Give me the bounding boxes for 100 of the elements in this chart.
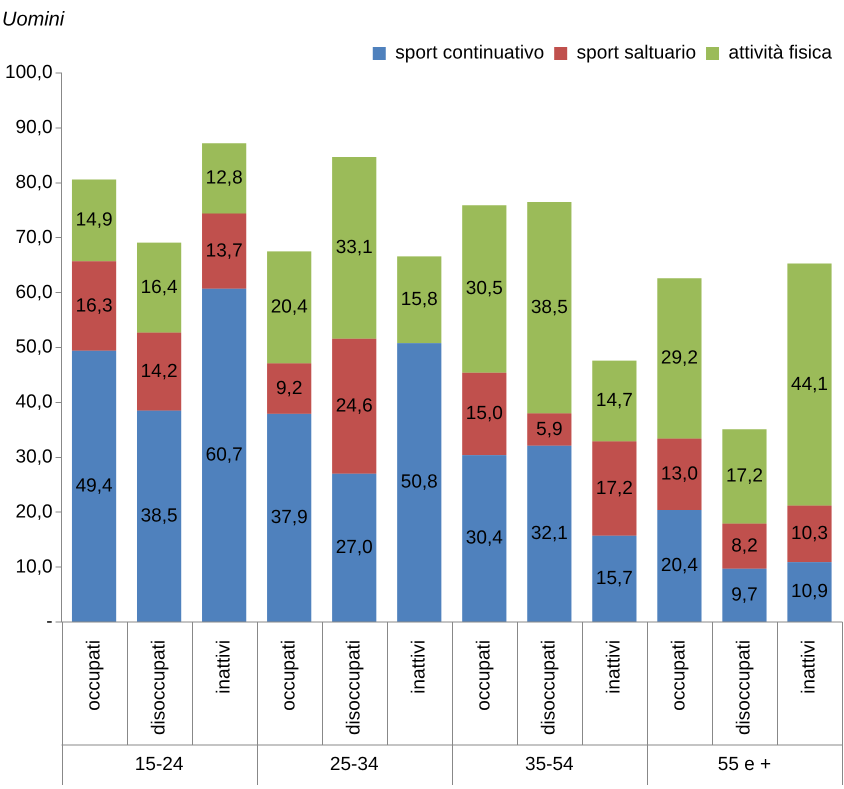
data-label: 12,8 bbox=[206, 168, 243, 189]
bar bbox=[332, 474, 376, 622]
bar bbox=[267, 251, 312, 364]
bar bbox=[136, 332, 182, 411]
data-label: 10,3 bbox=[790, 523, 828, 544]
x-tick-label: inattivi bbox=[408, 640, 430, 694]
data-label: 27,0 bbox=[336, 536, 373, 558]
data-label: 10,9 bbox=[790, 581, 828, 602]
data-label: 20,4 bbox=[270, 296, 308, 318]
data-label: 44,1 bbox=[790, 374, 828, 395]
bar bbox=[267, 414, 312, 622]
bar bbox=[592, 360, 636, 442]
bar bbox=[72, 179, 116, 262]
data-label: 16,3 bbox=[76, 295, 113, 316]
data-label: 37,9 bbox=[270, 506, 308, 528]
bar bbox=[397, 343, 442, 622]
x-tick-label: disoccupati bbox=[734, 640, 755, 736]
bar bbox=[657, 438, 702, 510]
data-label: 13,7 bbox=[206, 240, 243, 262]
legend-label: sport saltuario bbox=[576, 42, 696, 64]
bar bbox=[462, 455, 506, 622]
y-tick-label: 80,0 bbox=[16, 172, 53, 194]
legend-label: sport continuativo bbox=[395, 42, 544, 64]
bar bbox=[332, 338, 376, 474]
bar bbox=[527, 446, 572, 622]
data-label: 5,9 bbox=[536, 418, 563, 440]
data-label: 9,7 bbox=[731, 584, 758, 606]
legend-label: attività fisica bbox=[728, 42, 832, 64]
x-tick-label: disoccupati bbox=[148, 640, 170, 736]
bar bbox=[136, 242, 182, 333]
data-label: 30,5 bbox=[466, 278, 503, 300]
data-label: 9,2 bbox=[276, 378, 302, 399]
data-label: 38,5 bbox=[140, 505, 178, 526]
data-label: 16,4 bbox=[140, 276, 178, 298]
bar bbox=[202, 143, 246, 214]
y-tick-label: 50,0 bbox=[16, 336, 53, 358]
text: 55 e + bbox=[718, 754, 772, 776]
bar bbox=[722, 524, 767, 569]
text: 25-34 bbox=[330, 754, 379, 776]
y-tick-label: - bbox=[46, 611, 53, 632]
x-tick-label: occupati bbox=[278, 640, 300, 711]
x-tick-label: inattivi bbox=[213, 640, 234, 694]
bar bbox=[657, 510, 702, 622]
y-tick-label: 30,0 bbox=[16, 446, 53, 468]
x-tick-label: inattivi bbox=[798, 640, 820, 694]
data-label: 17,2 bbox=[726, 466, 763, 487]
bar bbox=[332, 156, 376, 339]
data-label: 32,1 bbox=[530, 522, 568, 544]
bar bbox=[722, 429, 767, 524]
data-label: 15,8 bbox=[400, 288, 438, 310]
data-label: 17,2 bbox=[596, 478, 633, 499]
bar bbox=[462, 372, 506, 456]
bar bbox=[722, 568, 767, 622]
bar bbox=[202, 214, 246, 289]
bar bbox=[657, 278, 702, 439]
y-tick-label: 100,0 bbox=[5, 62, 53, 84]
y-tick-label: 70,0 bbox=[16, 226, 53, 248]
x-tick-label: inattivi bbox=[604, 640, 625, 694]
data-label: 13,0 bbox=[660, 464, 698, 485]
x-tick-label: occupati bbox=[474, 640, 495, 711]
bar bbox=[72, 261, 116, 351]
data-label: 20,4 bbox=[660, 554, 698, 576]
data-label: 29,2 bbox=[660, 348, 698, 369]
data-label: 49,4 bbox=[76, 475, 113, 496]
x-tick-label: disoccupati bbox=[343, 640, 364, 736]
data-label: 38,5 bbox=[530, 296, 568, 318]
bar bbox=[267, 363, 312, 414]
x-tick-label: occupati bbox=[83, 640, 104, 711]
bar bbox=[72, 350, 116, 622]
text: 15-24 bbox=[134, 754, 184, 776]
y-tick-label: 20,0 bbox=[16, 501, 53, 522]
data-label: 15,0 bbox=[466, 403, 503, 424]
bar bbox=[592, 536, 636, 622]
bar bbox=[787, 506, 832, 562]
bar bbox=[787, 263, 832, 506]
data-label: 14,2 bbox=[140, 360, 178, 382]
bar bbox=[592, 441, 636, 536]
bar bbox=[397, 256, 442, 344]
bar bbox=[202, 288, 246, 622]
bar bbox=[787, 562, 832, 622]
bar bbox=[136, 410, 182, 622]
y-tick-label: 90,0 bbox=[16, 117, 53, 138]
data-label: 8,2 bbox=[731, 535, 758, 556]
data-label: 30,4 bbox=[466, 527, 504, 548]
x-tick-label: occupati bbox=[668, 640, 690, 711]
y-tick-label: 60,0 bbox=[16, 282, 53, 303]
bar bbox=[527, 202, 572, 414]
data-label: 50,8 bbox=[400, 471, 438, 492]
bar bbox=[462, 205, 506, 373]
data-label: 14,9 bbox=[76, 210, 113, 231]
data-label: 14,7 bbox=[596, 390, 633, 412]
data-label: 15,7 bbox=[596, 568, 633, 589]
y-tick-label: 10,0 bbox=[16, 556, 53, 578]
x-tick-label: disoccupati bbox=[538, 640, 560, 736]
data-label: 60,7 bbox=[206, 444, 243, 466]
text: 35-54 bbox=[525, 754, 574, 776]
data-label: 24,6 bbox=[336, 395, 373, 416]
y-tick-label: 40,0 bbox=[16, 392, 53, 413]
chart-title: Uomini bbox=[2, 8, 65, 31]
data-label: 33,1 bbox=[336, 237, 373, 258]
